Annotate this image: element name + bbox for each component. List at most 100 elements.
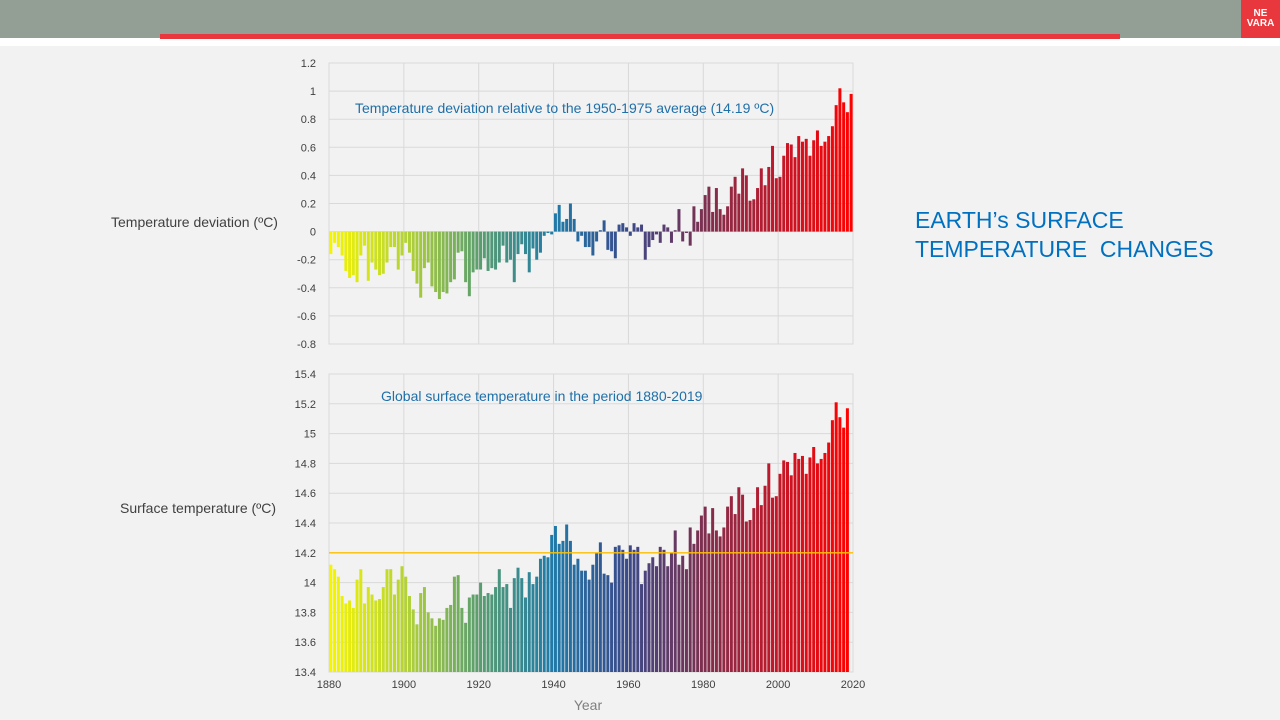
y-tick-label: 13.8: [295, 607, 316, 619]
bar-1899: [400, 231, 404, 256]
bar-1995: [759, 505, 763, 672]
x-tick-label: 1940: [541, 679, 565, 691]
bar-1910: [441, 231, 445, 293]
bar-2009: [812, 140, 816, 232]
bar-1885: [348, 231, 352, 278]
bar-1954: [606, 575, 610, 672]
bar-1898: [396, 579, 400, 672]
bar-1957: [617, 224, 621, 232]
bar-1934: [531, 584, 535, 672]
y-tick-label: 13.6: [295, 637, 316, 649]
bar-2018: [845, 408, 849, 672]
bar-1880: [329, 564, 333, 672]
bar-1979: [699, 515, 703, 672]
bar-1888: [359, 569, 363, 672]
bar-1887: [355, 579, 359, 672]
bar-1999: [774, 496, 778, 672]
chart-title: Global surface temperature in the period…: [381, 388, 703, 404]
bar-1954: [606, 231, 610, 250]
top-chart-ylabel: Temperature deviation (ºC): [111, 214, 278, 230]
bar-1902: [411, 609, 415, 672]
bar-1888: [359, 231, 363, 256]
bar-1997: [767, 463, 771, 672]
bar-1895: [385, 569, 389, 672]
bar-1940: [553, 213, 557, 232]
bar-2006: [800, 141, 804, 232]
bar-2005: [797, 458, 801, 672]
bar-2009: [812, 447, 816, 672]
bar-1949: [587, 579, 591, 672]
bar-1955: [610, 231, 614, 252]
y-tick-label: 14.4: [295, 518, 316, 530]
bar-1919: [475, 231, 479, 270]
bar-1985: [722, 214, 726, 232]
bar-1909: [437, 231, 441, 300]
bar-2001: [782, 155, 786, 232]
bar-1884: [344, 603, 348, 672]
bar-1946: [576, 231, 580, 242]
bar-1889: [363, 603, 367, 672]
bar-1989: [737, 193, 741, 232]
bar-1893: [378, 231, 382, 276]
bar-1912: [449, 604, 453, 672]
bar-1974: [681, 555, 685, 672]
bar-1912: [449, 231, 453, 283]
bar-1994: [756, 487, 760, 672]
bar-2017: [842, 427, 846, 672]
bar-2004: [793, 157, 797, 232]
bar-1971: [669, 231, 673, 243]
bar-1976: [688, 527, 692, 672]
bar-2004: [793, 452, 797, 672]
bar-2010: [815, 130, 819, 232]
bar-1943: [565, 524, 569, 672]
bar-1903: [415, 231, 419, 284]
bar-1904: [419, 593, 423, 672]
bar-1950: [591, 564, 595, 672]
x-tick-label: 1900: [392, 679, 416, 691]
bar-1995: [759, 168, 763, 232]
bar-1892: [374, 600, 378, 672]
bar-1960: [628, 545, 632, 672]
bottom-chart-ylabel: Surface temperature (ºC): [120, 500, 277, 516]
bar-1896: [389, 569, 393, 672]
bar-1967: [655, 231, 658, 235]
bar-2014: [830, 420, 834, 672]
bar-1928: [509, 607, 513, 672]
bar-1997: [767, 166, 771, 232]
bar-1944: [568, 203, 572, 232]
nevara-logo: NE VARA: [1241, 0, 1280, 38]
bar-1991: [744, 175, 748, 232]
bar-1980: [703, 195, 707, 232]
bar-2006: [800, 455, 804, 672]
bar-1974: [681, 231, 685, 242]
bar-1886: [351, 607, 355, 672]
header-accent-line: [160, 34, 1120, 39]
bar-2012: [823, 141, 827, 232]
bar-2013: [827, 442, 831, 672]
bar-1993: [752, 508, 756, 672]
bar-1929: [512, 231, 516, 283]
bar-1933: [527, 231, 531, 273]
bar-1923: [490, 231, 494, 269]
x-tick-label: 1960: [616, 679, 640, 691]
bar-1922: [486, 231, 490, 271]
bar-2016: [838, 417, 842, 672]
bar-2005: [797, 136, 801, 232]
bar-1926: [501, 231, 505, 246]
bar-1973: [677, 564, 681, 672]
bar-1942: [561, 540, 565, 672]
bar-1966: [651, 231, 655, 241]
bar-1945: [572, 218, 576, 232]
bar-1958: [621, 549, 625, 672]
bar-2000: [778, 473, 782, 672]
bar-1948: [583, 231, 587, 248]
bar-1910: [441, 619, 445, 672]
bar-1996: [763, 185, 767, 232]
bar-1971: [669, 552, 673, 672]
bar-1985: [722, 527, 726, 672]
logo-line-2: VARA: [1246, 18, 1275, 29]
bar-1937: [542, 555, 546, 672]
chart-title: Temperature deviation relative to the 19…: [355, 100, 774, 116]
bar-1914: [456, 231, 460, 253]
